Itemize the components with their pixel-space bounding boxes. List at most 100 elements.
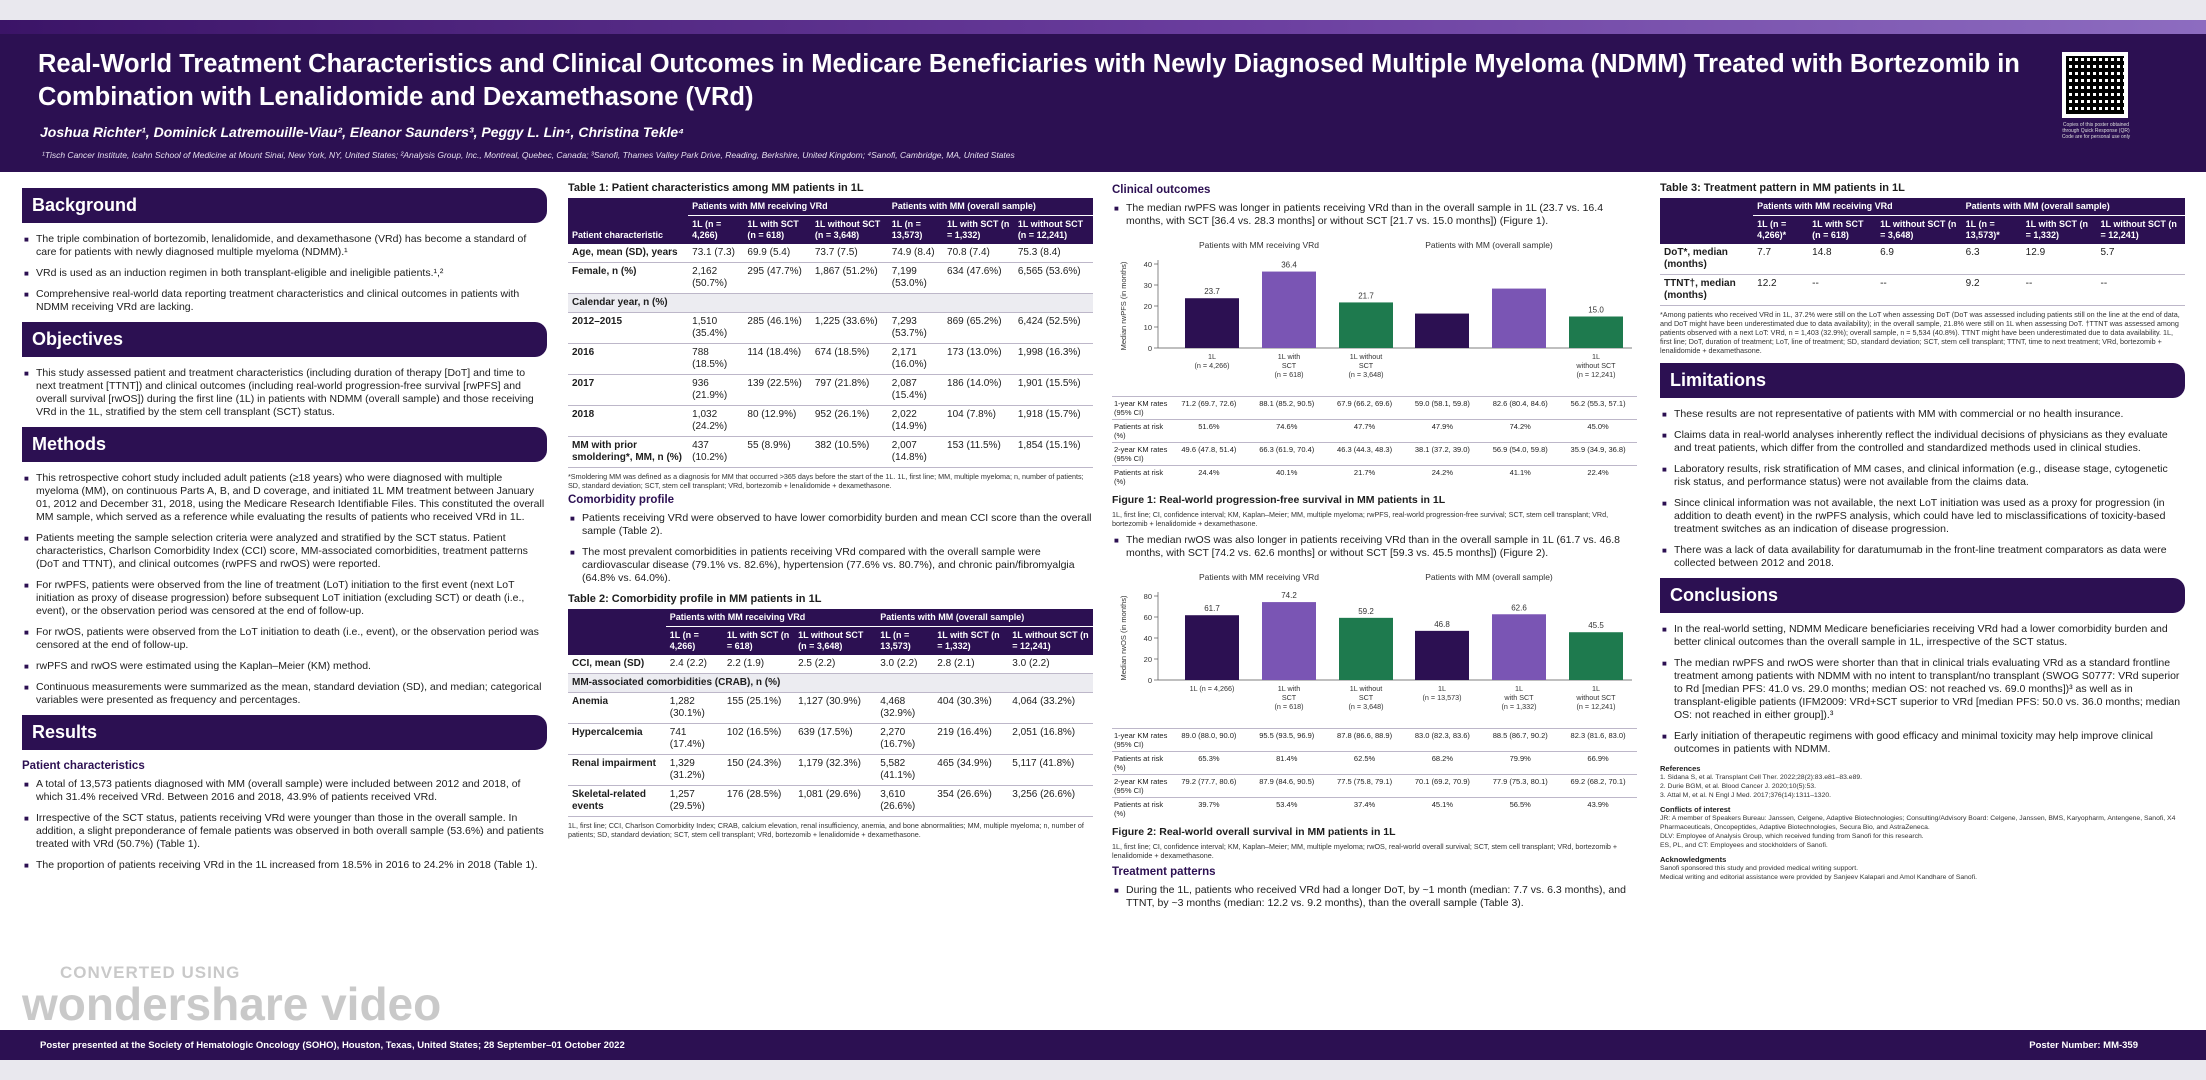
- y-tick-label: 0: [1148, 344, 1152, 353]
- list-item: VRd is used as an induction regimen in b…: [22, 267, 547, 280]
- table-cell: 69.9 (5.4): [743, 244, 811, 263]
- column-header: 1L with SCT (n = 1,332): [2021, 215, 2097, 244]
- list-item: This retrospective cohort study included…: [22, 472, 547, 524]
- row-label: Renal impairment: [568, 754, 666, 786]
- table-cell: 382 (10.5%): [810, 436, 888, 468]
- table1: Patient characteristic Patients with MM …: [568, 198, 1093, 468]
- x-tick-label: without SCT: [1575, 361, 1616, 370]
- table-cell: 6,565 (53.6%): [1013, 262, 1093, 294]
- table-cell: 1,329 (31.2%): [665, 754, 723, 786]
- table-cell: 869 (65.2%): [943, 312, 1014, 344]
- list-item: The proportion of patients receiving VRd…: [22, 859, 547, 872]
- km-cell: 40.1%: [1247, 465, 1326, 488]
- table-cell: 2.2 (1.9): [722, 655, 795, 674]
- data-label: 61.7: [1204, 604, 1220, 613]
- data-label: 46.8: [1434, 620, 1450, 629]
- poster-title: Real-World Treatment Characteristics and…: [38, 50, 2020, 111]
- qr-note: Copies of this poster obtained through Q…: [2061, 122, 2131, 140]
- data-label: 59.2: [1358, 607, 1374, 616]
- table-row: MM with prior smoldering*, MM, n (%) 437 …: [568, 436, 1093, 468]
- table-cell: 219 (16.4%): [933, 723, 1009, 755]
- figure1: Patients with MM receiving VRd Patients w…: [1112, 236, 1637, 488]
- km-cell: 74.2%: [1481, 419, 1560, 443]
- x-tick-label: (n = 3,648): [1349, 370, 1384, 379]
- x-tick-label: SCT: [1359, 693, 1374, 702]
- x-tick-label: 1L: [1515, 684, 1523, 693]
- km-cell: 22.4%: [1559, 465, 1637, 488]
- table-cell: 73.7 (7.5): [810, 244, 888, 263]
- table-cell: 1,510 (35.4%): [688, 312, 744, 344]
- table2-title: Table 2: Comorbidity profile in MM patie…: [568, 593, 822, 605]
- table-cell: 6,424 (52.5%): [1013, 312, 1093, 344]
- km-row-label: 2-year KM rates (95% CI): [1112, 442, 1170, 466]
- methods-heading: Methods: [22, 427, 547, 462]
- table-cell: 14.8: [1808, 244, 1877, 275]
- km-cell: 79.2 (77.7, 80.6): [1170, 774, 1248, 798]
- column-header: 1L without SCT (n = 12,241): [1013, 215, 1093, 244]
- figure1-caption: Figure 1: Real-world progression-free su…: [1112, 494, 1446, 506]
- table-cell: 3.0 (2.2): [1008, 655, 1093, 674]
- bar: [1185, 615, 1239, 680]
- reference-item: 2. Durie BGM, et al. Blood Cancer J. 202…: [1660, 783, 1817, 790]
- km-cell: 51.6%: [1170, 419, 1248, 443]
- conclusions-heading: Conclusions: [1660, 578, 2185, 613]
- km-cell: 70.1 (69.2, 70.9): [1403, 774, 1482, 798]
- table-cell: 3.0 (2.2): [876, 655, 934, 674]
- figure1-notes: 1L, first line; CI, confidence interval;…: [1112, 510, 1609, 528]
- km-cell: 69.2 (68.2, 70.1): [1559, 774, 1637, 798]
- km-cell: 56.9 (54.0, 59.8): [1481, 442, 1560, 466]
- table-cell: 102 (16.5%): [722, 723, 795, 755]
- table1-title: Table 1: Patient characteristics among M…: [568, 182, 864, 194]
- table-cell: 7.7: [1753, 244, 1809, 275]
- poster: Real-World Treatment Characteristics and…: [0, 20, 2206, 1060]
- x-tick-label: 1L (n = 4,266): [1190, 684, 1235, 693]
- table-cell: 1,179 (32.3%): [794, 754, 877, 786]
- x-tick-label: 1L: [1208, 352, 1216, 361]
- km-cell: 66.3 (61.9, 70.4): [1247, 442, 1326, 466]
- table-cell: 2,087 (15.4%): [887, 374, 944, 406]
- table-row: Anemia 1,282 (30.1%) 155 (25.1%) 1,127 (30.…: [568, 692, 1093, 724]
- table-cell: 2.5 (2.2): [794, 655, 877, 674]
- x-tick-label: (n = 1,332): [1502, 702, 1537, 711]
- ack-item: Sanofi sponsored this study and provided…: [1660, 865, 1858, 872]
- objectives-heading: Objectives: [22, 322, 547, 357]
- table-cell: 74.9 (8.4): [887, 244, 944, 263]
- column-header: 1L without SCT (n = 3,648): [794, 626, 877, 655]
- table1-group2: Patients with MM (overall sample): [887, 198, 1093, 216]
- table-cell: 6.9: [1876, 244, 1962, 275]
- row-label: Age, mean (SD), years: [568, 244, 689, 263]
- column-header: 1L (n = 13,573)*: [1961, 215, 2022, 244]
- row-label: Hypercalcemia: [568, 723, 666, 755]
- km-cell: 74.6%: [1247, 419, 1326, 443]
- table-row: TTNT†, median (months) 12.2 -- -- 9.2 -- --: [1660, 274, 2185, 306]
- y-tick-label: 20: [1144, 302, 1152, 311]
- table2-group2: Patients with MM (overall sample): [876, 609, 1093, 627]
- table-cell: 295 (47.7%): [743, 262, 811, 294]
- ack-heading: Acknowledgments: [1660, 855, 1727, 864]
- list-item: The median rwOS was also longer in patie…: [1112, 534, 1637, 560]
- table-cell: 12.2: [1753, 274, 1809, 306]
- bar: [1262, 271, 1316, 348]
- table-cell: 465 (34.9%): [933, 754, 1009, 786]
- list-item: Irrespective of the SCT status, patients…: [22, 812, 547, 851]
- coi-item: DLV: Employee of Analysis Group, which r…: [1660, 833, 1924, 840]
- x-tick-label: 1L: [1592, 352, 1600, 361]
- km-cell: 89.0 (88.0, 90.0): [1170, 728, 1248, 752]
- km-row: 2-year KM rates (95% CI) 49.6 (47.8, 51.4…: [1112, 442, 1637, 466]
- y-tick-label: 30: [1144, 281, 1152, 290]
- table-cell: 173 (13.0%): [943, 343, 1014, 375]
- authors: Joshua Richter¹, Dominick Latremouille-V…: [40, 124, 685, 140]
- column-header: 1L (n = 13,573): [887, 215, 944, 244]
- figure2-km-table: 1-year KM rates (95% CI) 89.0 (88.0, 90.0…: [1112, 728, 1637, 820]
- limitations-list: These results are not representative of …: [1660, 408, 2185, 570]
- table1-group1: Patients with MM receiving VRd: [688, 198, 888, 216]
- x-tick-label: without SCT: [1575, 693, 1616, 702]
- bar: [1569, 632, 1623, 680]
- km-cell: 47.9%: [1403, 419, 1482, 443]
- km-cell: 35.9 (34.9, 36.8): [1559, 442, 1637, 466]
- km-cell: 83.0 (82.3, 83.6): [1403, 728, 1482, 752]
- km-row: Patients at risk (%) 39.7% 53.4% 37.4% 45.1%…: [1112, 797, 1637, 820]
- list-item: In the real-world setting, NDMM Medicare…: [1660, 623, 2185, 649]
- column-header: 1L (n = 4,266): [688, 215, 744, 244]
- qr-code-icon[interactable]: [2062, 52, 2128, 118]
